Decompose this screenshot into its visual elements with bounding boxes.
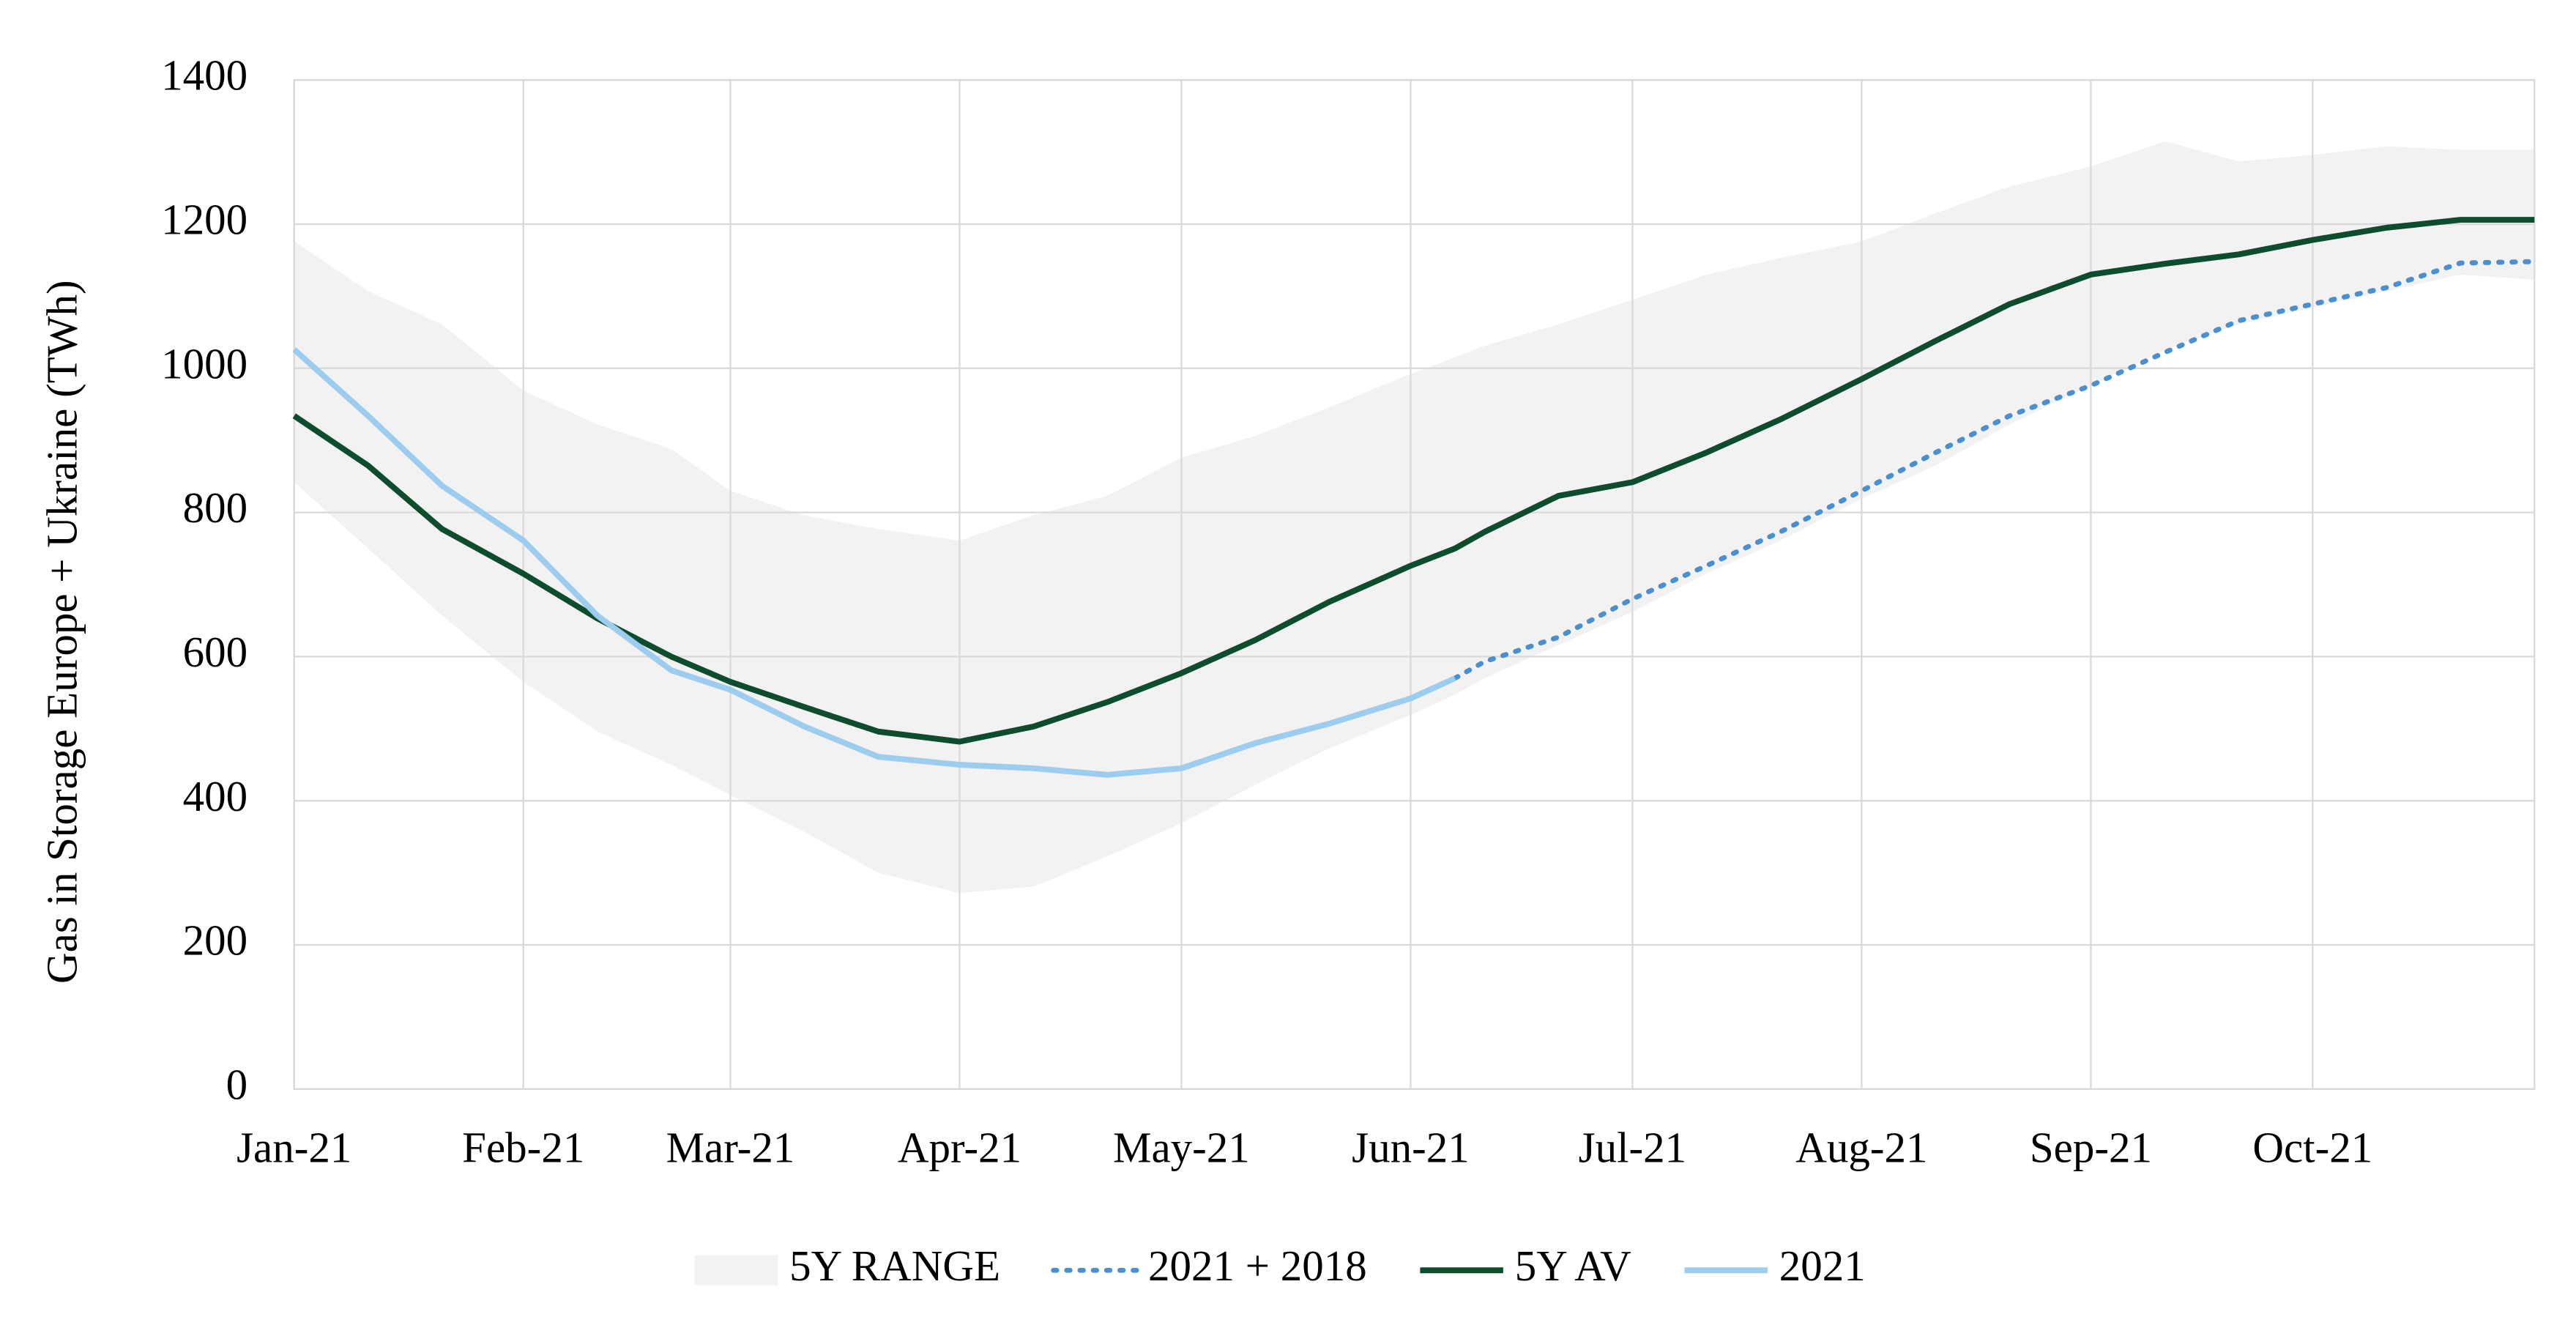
x-tick-label: Sep-21 (2030, 1124, 2152, 1172)
series-line (1452, 259, 2537, 681)
legend-label: 5Y AV (1515, 1242, 1631, 1290)
y-tick-label: 0 (226, 1060, 248, 1108)
x-tick-label: Jul-21 (1579, 1124, 1687, 1172)
x-tick-label: Feb-21 (462, 1124, 584, 1172)
y-tick-label: 800 (183, 483, 247, 532)
y-tick-label: 200 (183, 916, 247, 965)
x-tick-label: Mar-21 (666, 1124, 795, 1172)
y-axis-label: Gas in Storage Europe + Ukraine (TWh) (37, 280, 86, 984)
series-line (292, 217, 2535, 745)
series-line (292, 347, 1456, 778)
y-tick-label: 1200 (161, 196, 247, 244)
legend-label: 5Y RANGE (789, 1242, 1000, 1290)
y-tick-label: 1400 (161, 51, 247, 100)
y-tick-label: 400 (183, 772, 247, 820)
range-area (294, 141, 2535, 894)
legend-label: 2021 (1779, 1242, 1866, 1290)
x-tick-label: Oct-21 (2252, 1124, 2372, 1172)
x-tick-label: May-21 (1113, 1124, 1250, 1172)
x-tick-label: Apr-21 (898, 1124, 1021, 1172)
x-tick-label: Jan-21 (237, 1124, 351, 1172)
y-tick-label: 600 (183, 628, 247, 676)
legend-swatch (694, 1255, 778, 1286)
y-tick-label: 1000 (161, 339, 247, 387)
legend-label: 2021 + 2018 (1148, 1242, 1367, 1290)
x-tick-label: Aug-21 (1795, 1124, 1927, 1172)
plot-border (293, 79, 2536, 1090)
x-tick-label: Jun-21 (1352, 1124, 1470, 1172)
